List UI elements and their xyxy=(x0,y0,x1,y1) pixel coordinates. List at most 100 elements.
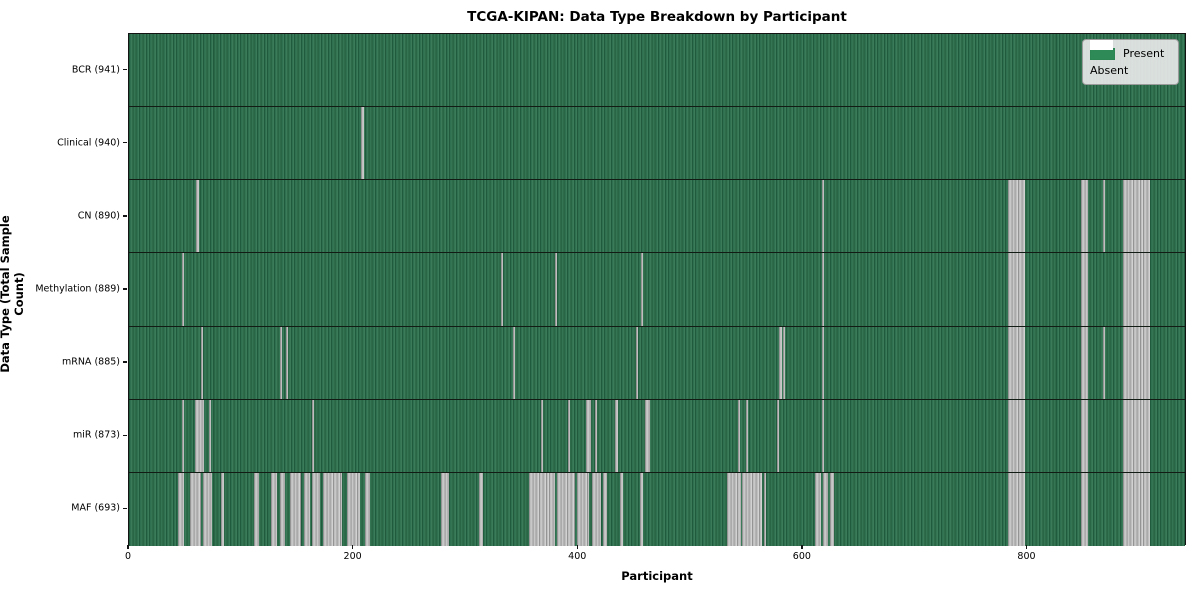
absent-stripe xyxy=(178,472,185,546)
x-tick-mark xyxy=(127,545,129,549)
absent-stripe xyxy=(737,399,740,472)
chart-row-methylation xyxy=(129,253,1185,327)
x-axis-label: Participant xyxy=(621,569,693,583)
y-tick-label: BCR (941) xyxy=(71,64,120,76)
absent-stripe xyxy=(1008,253,1026,326)
absent-stripe xyxy=(364,472,371,546)
x-tick-mark xyxy=(1025,545,1028,549)
absent-stripe xyxy=(726,472,742,546)
legend-label-present: Present xyxy=(1123,47,1165,60)
y-tick-mark xyxy=(123,68,127,71)
absent-stripe xyxy=(1008,399,1026,472)
y-tick-mark xyxy=(123,142,127,144)
y-tick-mark xyxy=(123,288,127,290)
absent-stripe xyxy=(568,399,571,472)
absent-stripe xyxy=(196,180,199,253)
absent-stripe xyxy=(829,472,835,546)
chart-row-mir xyxy=(129,399,1185,473)
absent-stripe xyxy=(513,326,516,399)
x-tick-label: 0 xyxy=(124,551,132,562)
absent-stripe xyxy=(361,107,364,180)
absent-stripe xyxy=(595,399,598,472)
absent-stripe xyxy=(189,472,201,546)
absent-stripe xyxy=(221,472,225,546)
absent-stripe xyxy=(304,472,310,546)
absent-swatch-icon xyxy=(1090,40,1113,50)
absent-stripe xyxy=(181,253,185,326)
absent-stripe xyxy=(591,472,601,546)
absent-stripe xyxy=(1008,180,1026,253)
absent-stripe xyxy=(479,472,483,546)
y-tick-label: Clinical (940) xyxy=(57,137,120,149)
chart-row-clinical xyxy=(129,107,1185,181)
absent-stripe xyxy=(821,399,825,472)
x-tick-mark xyxy=(801,545,803,549)
absent-stripe xyxy=(1122,180,1150,253)
absent-stripe xyxy=(1102,180,1105,253)
absent-stripe xyxy=(1122,399,1150,472)
absent-stripe xyxy=(1081,180,1089,253)
y-axis-label: Data Type (Total Sample Count) xyxy=(0,215,26,373)
absent-stripe xyxy=(640,472,644,546)
absent-stripe xyxy=(208,399,211,472)
y-tick-label: MAF (693) xyxy=(71,502,120,514)
y-tick-label: CN (890) xyxy=(77,210,120,222)
absent-stripe xyxy=(821,253,825,326)
absent-stripe xyxy=(528,472,555,546)
absent-stripe xyxy=(346,472,361,546)
x-tick-label: 200 xyxy=(343,551,362,562)
absent-stripe xyxy=(556,472,575,546)
absent-stripe xyxy=(782,326,785,399)
x-tick-mark xyxy=(576,545,578,549)
absent-stripe xyxy=(641,253,644,326)
absent-stripe xyxy=(777,399,780,472)
chart-row-maf xyxy=(129,472,1185,546)
absent-stripe xyxy=(779,326,782,399)
absent-stripe xyxy=(763,472,766,546)
y-tick-mark xyxy=(123,434,127,436)
absent-stripe xyxy=(577,472,590,546)
absent-stripe xyxy=(312,399,315,472)
chart-row-bcr xyxy=(129,34,1185,108)
absent-stripe xyxy=(195,399,205,472)
plot-area xyxy=(128,33,1186,546)
absent-stripe xyxy=(554,253,557,326)
absent-stripe xyxy=(821,326,825,399)
absent-stripe xyxy=(586,399,591,472)
absent-stripe xyxy=(500,253,503,326)
legend-label-absent: Absent xyxy=(1090,64,1129,77)
y-tick-label: mRNA (885) xyxy=(61,356,120,368)
absent-stripe xyxy=(1081,253,1089,326)
absent-stripe xyxy=(203,472,213,546)
x-tick-label: 600 xyxy=(792,551,811,562)
absent-stripe xyxy=(1081,399,1089,472)
absent-stripe xyxy=(742,472,763,546)
x-tick-label: 800 xyxy=(1017,551,1036,562)
absent-stripe xyxy=(441,472,450,546)
absent-stripe xyxy=(619,472,624,546)
absent-stripe xyxy=(289,472,301,546)
absent-stripe xyxy=(635,326,638,399)
absent-stripe xyxy=(1122,472,1150,546)
chart-row-mrna xyxy=(129,326,1185,400)
absent-stripe xyxy=(1081,472,1089,546)
absent-stripe xyxy=(312,472,320,546)
y-tick-label: miR (873) xyxy=(72,429,120,441)
absent-stripe xyxy=(823,472,828,546)
x-tick-mark xyxy=(351,545,354,549)
x-tick-label: 400 xyxy=(568,551,587,562)
absent-stripe xyxy=(815,472,821,546)
absent-stripe xyxy=(745,399,748,472)
absent-stripe xyxy=(1008,472,1026,546)
absent-stripe xyxy=(270,472,278,546)
y-tick-mark xyxy=(123,507,127,510)
absent-stripe xyxy=(279,472,286,546)
absent-stripe xyxy=(1008,326,1026,399)
absent-stripe xyxy=(1081,326,1089,399)
legend: Present Absent xyxy=(1082,39,1179,85)
absent-stripe xyxy=(1122,326,1150,399)
y-tick-mark xyxy=(123,215,127,217)
absent-stripe xyxy=(1122,253,1150,326)
legend-item-absent: Absent xyxy=(1090,40,1170,79)
